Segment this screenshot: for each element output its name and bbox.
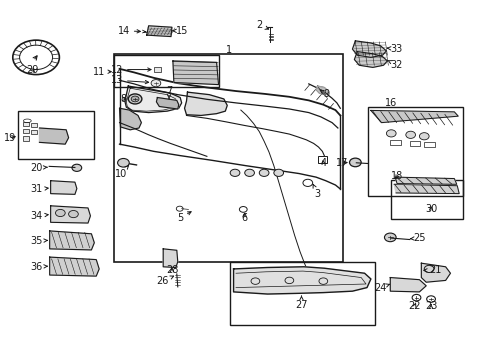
Text: 32: 32: [386, 59, 402, 69]
Circle shape: [117, 158, 129, 167]
Circle shape: [419, 133, 428, 140]
Text: 31: 31: [31, 184, 48, 194]
Text: 35: 35: [30, 236, 47, 246]
Bar: [114, 54, 342, 262]
Circle shape: [405, 131, 415, 138]
Polygon shape: [156, 98, 179, 109]
Text: 1: 1: [225, 45, 231, 55]
Bar: [31, 130, 37, 134]
Polygon shape: [146, 26, 172, 37]
Bar: [23, 136, 29, 140]
Circle shape: [128, 94, 142, 104]
Polygon shape: [51, 181, 77, 194]
Polygon shape: [184, 92, 227, 116]
Bar: [367, 107, 462, 196]
Bar: [31, 123, 37, 127]
Polygon shape: [124, 86, 181, 113]
Text: 7: 7: [165, 86, 172, 99]
Circle shape: [55, 210, 65, 217]
Polygon shape: [163, 249, 178, 267]
Polygon shape: [50, 231, 94, 250]
Text: 13: 13: [111, 75, 148, 85]
Circle shape: [68, 211, 78, 218]
Text: 30: 30: [424, 204, 436, 215]
Text: 24: 24: [373, 283, 388, 293]
Circle shape: [384, 233, 395, 242]
Circle shape: [151, 80, 161, 87]
Polygon shape: [389, 278, 426, 292]
Text: 34: 34: [31, 211, 48, 221]
Text: 8: 8: [121, 94, 126, 104]
Bar: [153, 67, 161, 72]
Polygon shape: [173, 61, 218, 85]
Bar: [230, 262, 374, 325]
Text: 10: 10: [114, 166, 128, 179]
Text: 15: 15: [172, 26, 188, 36]
Text: 22: 22: [407, 301, 420, 311]
Text: 21: 21: [423, 265, 441, 275]
Text: 9: 9: [320, 89, 329, 99]
Polygon shape: [352, 41, 386, 57]
Text: 25: 25: [409, 233, 425, 243]
Polygon shape: [370, 111, 457, 123]
Polygon shape: [126, 88, 176, 111]
Circle shape: [72, 164, 81, 171]
Circle shape: [259, 169, 268, 176]
Polygon shape: [393, 184, 458, 194]
Polygon shape: [354, 51, 386, 67]
Text: 23: 23: [424, 301, 436, 311]
Text: 28: 28: [165, 265, 178, 275]
Text: 14: 14: [118, 26, 140, 36]
Circle shape: [386, 130, 395, 137]
Polygon shape: [119, 108, 141, 130]
Circle shape: [131, 96, 139, 102]
Bar: [389, 140, 400, 145]
Polygon shape: [40, 128, 68, 144]
Polygon shape: [315, 86, 327, 95]
Bar: [18, 111, 94, 159]
Text: 29: 29: [26, 64, 39, 75]
Bar: [390, 180, 462, 220]
Text: 33: 33: [386, 44, 402, 54]
Circle shape: [349, 158, 361, 167]
Polygon shape: [233, 267, 370, 294]
Text: 20: 20: [30, 163, 47, 173]
Polygon shape: [50, 257, 99, 276]
Text: 2: 2: [256, 20, 268, 30]
Bar: [23, 129, 29, 134]
Circle shape: [273, 169, 283, 176]
Text: 18: 18: [390, 171, 403, 181]
Text: 4: 4: [320, 158, 325, 168]
Polygon shape: [51, 206, 90, 223]
Text: 19: 19: [3, 133, 16, 143]
Text: 5: 5: [177, 212, 191, 222]
Text: 16: 16: [385, 98, 397, 108]
Text: 36: 36: [31, 262, 47, 272]
Circle shape: [230, 169, 240, 176]
Circle shape: [244, 169, 254, 176]
Polygon shape: [421, 263, 449, 282]
Text: 6: 6: [241, 213, 247, 222]
Bar: [424, 142, 434, 147]
Polygon shape: [394, 177, 456, 184]
Bar: [114, 55, 219, 87]
Text: 11: 11: [93, 67, 111, 77]
Text: 26: 26: [156, 276, 173, 286]
Bar: [409, 141, 420, 146]
Text: 12: 12: [111, 64, 151, 75]
Text: 17: 17: [336, 158, 348, 168]
Text: 27: 27: [295, 296, 307, 310]
Text: 3: 3: [312, 184, 320, 199]
Bar: [317, 156, 326, 163]
Bar: [23, 122, 29, 126]
